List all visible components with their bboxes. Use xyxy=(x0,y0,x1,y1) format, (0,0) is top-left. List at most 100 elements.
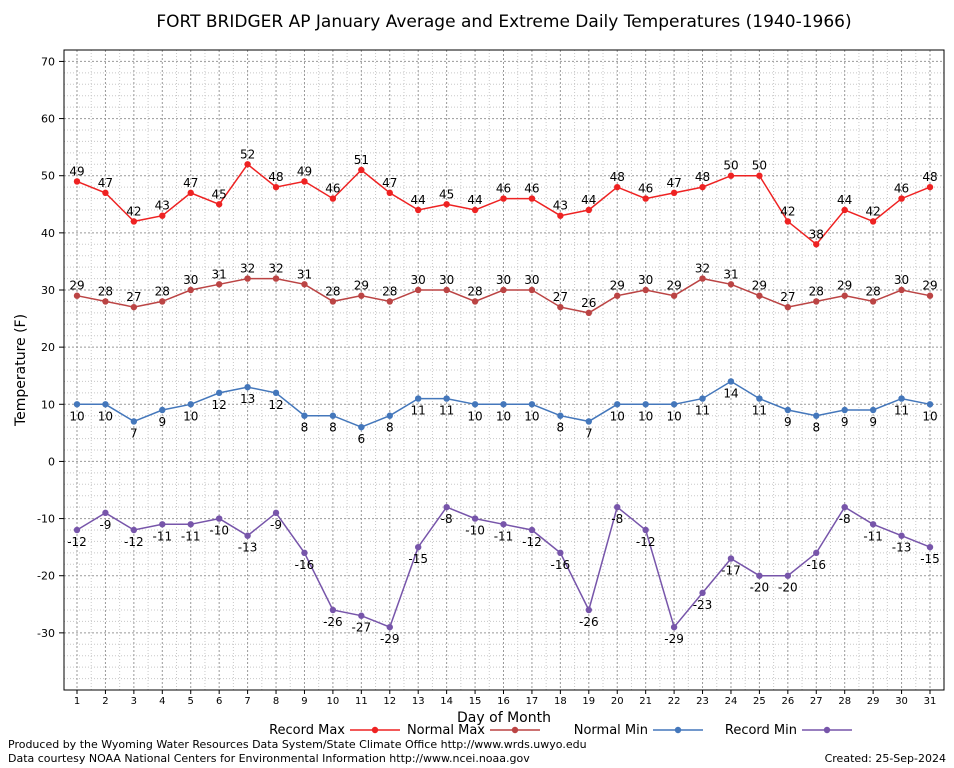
data-point-record-min xyxy=(557,549,564,557)
data-point-record-max xyxy=(898,195,905,202)
data-point-normal-min xyxy=(500,401,507,408)
legend-item-normal-min: Normal Min xyxy=(574,723,703,738)
data-label-normal-max: 28 xyxy=(98,284,113,298)
data-point-record-min xyxy=(699,589,706,597)
data-label-normal-min: 8 xyxy=(329,421,337,435)
data-point-normal-min xyxy=(329,412,337,419)
data-point-normal-min xyxy=(159,406,166,414)
data-label-normal-min: 10 xyxy=(666,409,681,423)
data-point-normal-max xyxy=(130,303,138,311)
data-label-record-min: -27 xyxy=(352,621,372,635)
data-point-normal-max xyxy=(670,292,678,299)
data-label-record-min: -10 xyxy=(465,524,485,538)
data-label-record-max: 50 xyxy=(752,159,767,173)
data-point-record-min xyxy=(528,526,536,534)
data-point-normal-max xyxy=(443,286,450,294)
data-label-normal-min: 11 xyxy=(894,404,909,418)
grid-major xyxy=(64,50,944,691)
data-point-normal-max xyxy=(471,298,479,305)
data-label-normal-max: 29 xyxy=(922,279,937,293)
x-tick-label: 19 xyxy=(582,696,595,707)
data-point-normal-min xyxy=(215,389,223,397)
x-tick-label: 12 xyxy=(383,696,396,707)
data-label-record-min: -10 xyxy=(209,524,229,538)
data-label-normal-min: 12 xyxy=(268,398,283,412)
y-tick-label: 60 xyxy=(41,113,55,126)
data-point-record-max xyxy=(784,218,792,225)
data-label-normal-min: 10 xyxy=(467,409,482,423)
data-point-record-min xyxy=(813,549,820,557)
data-point-record-min xyxy=(130,526,138,534)
data-label-record-max: 42 xyxy=(780,204,795,218)
data-point-record-min xyxy=(670,623,678,631)
data-point-record-max xyxy=(73,178,81,185)
data-label-record-max: 48 xyxy=(695,170,710,184)
data-point-record-min xyxy=(756,572,763,579)
x-tick-label: 11 xyxy=(355,696,368,707)
data-label-record-min: -26 xyxy=(323,615,343,629)
y-tick-label: -10 xyxy=(37,513,55,526)
data-label-normal-min: 8 xyxy=(812,421,820,435)
series-layer: 49 47 42 43 47 45 52 48 49 46 51 47 44 45 44 46 46 43 44 48… xyxy=(67,147,940,646)
footer-produced-by: Produced by the Wyoming Water Resources … xyxy=(8,738,587,751)
data-point-normal-min xyxy=(784,406,792,414)
data-point-record-max xyxy=(358,166,365,174)
data-point-normal-max xyxy=(500,286,507,294)
data-label-normal-max: 28 xyxy=(809,284,824,298)
x-tick-label: 2 xyxy=(102,696,108,707)
y-axis: 70 60 50 40 30 20 10 0 -10 -20 -30 xyxy=(37,55,64,640)
x-tick-label: 5 xyxy=(188,696,194,707)
legend-label-record-max: Record Max xyxy=(269,723,345,738)
x-axis-label: Day of Month xyxy=(457,710,551,726)
data-label-record-max: 48 xyxy=(922,170,937,184)
data-point-record-max xyxy=(869,218,877,225)
data-point-normal-max xyxy=(358,292,365,299)
data-point-record-min xyxy=(301,549,308,557)
data-label-normal-min: 10 xyxy=(496,409,511,423)
series-normal-max: 29 28 27 28 30 31 32 32 31 28 29 28 30 30 28 30 30 27 26 29… xyxy=(69,262,938,317)
data-point-normal-max xyxy=(727,281,735,288)
data-label-record-max: 38 xyxy=(809,227,824,241)
data-label-normal-max: 29 xyxy=(69,279,84,293)
legend-marker-record-max xyxy=(371,726,379,734)
data-label-normal-max: 30 xyxy=(524,273,539,287)
data-point-normal-min xyxy=(614,401,621,408)
data-point-normal-max xyxy=(614,292,621,299)
y-tick-label: 0 xyxy=(48,455,55,468)
x-tick-label: 31 xyxy=(924,696,937,707)
data-label-record-max: 52 xyxy=(240,147,255,161)
data-point-normal-max xyxy=(386,298,393,305)
data-point-normal-max xyxy=(841,292,848,299)
legend-marker-normal-max xyxy=(511,726,519,734)
x-tick-label: 16 xyxy=(497,696,510,707)
data-label-normal-max: 32 xyxy=(240,262,255,276)
data-label-normal-max: 28 xyxy=(325,284,340,298)
y-tick-label: 10 xyxy=(41,398,55,411)
data-point-normal-min xyxy=(73,401,81,408)
data-label-normal-min: 8 xyxy=(301,421,309,435)
data-label-record-max: 44 xyxy=(837,193,852,207)
data-point-record-max xyxy=(557,212,564,219)
data-point-record-min xyxy=(642,526,649,534)
data-point-record-max xyxy=(329,195,337,202)
data-label-record-max: 49 xyxy=(297,164,312,178)
data-label-record-min: -12 xyxy=(124,535,144,549)
data-label-record-max: 51 xyxy=(354,153,369,167)
data-point-record-max xyxy=(500,195,507,202)
data-label-normal-min: 7 xyxy=(130,426,138,440)
data-point-record-min xyxy=(585,606,592,614)
x-tick-label: 15 xyxy=(469,696,482,707)
data-label-normal-min: 10 xyxy=(69,409,84,423)
data-point-record-max xyxy=(926,183,934,191)
data-point-normal-max xyxy=(102,298,109,305)
x-tick-label: 10 xyxy=(327,696,340,707)
data-label-normal-max: 31 xyxy=(723,267,738,281)
footer-data-courtesy: Data courtesy NOAA National Centers for … xyxy=(8,752,530,765)
y-tick-label: 30 xyxy=(41,284,55,297)
data-label-normal-min: 8 xyxy=(386,421,394,435)
x-tick-label: 7 xyxy=(244,696,250,707)
data-label-record-min: -12 xyxy=(636,535,656,549)
data-point-normal-max xyxy=(329,298,337,305)
data-point-normal-min xyxy=(443,395,450,402)
data-point-record-min xyxy=(727,555,735,562)
